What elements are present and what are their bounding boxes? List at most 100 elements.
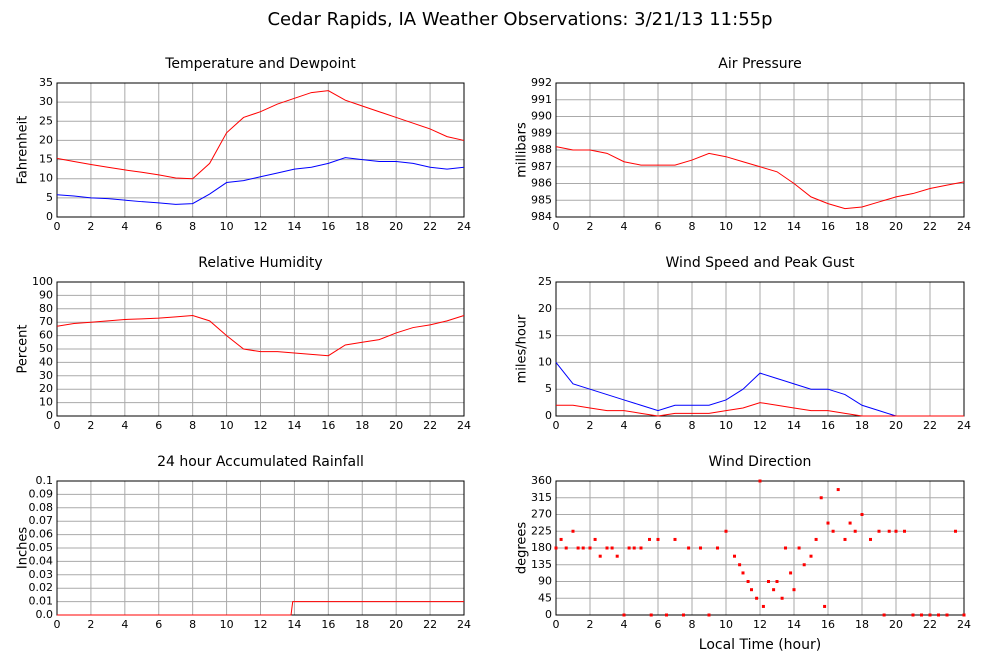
y-axis-label: millibars: [515, 122, 530, 178]
y-tick-label: 135: [531, 558, 552, 571]
y-tick-label: 100: [32, 275, 53, 288]
x-tick-label: 10: [220, 220, 234, 233]
data-point: [945, 613, 949, 617]
y-tick-label: 90: [39, 288, 53, 301]
x-tick-label: 4: [121, 419, 128, 432]
y-tick-label: 988: [531, 143, 552, 156]
data-point: [581, 546, 585, 550]
data-point: [699, 546, 702, 550]
x-tick-label: 20: [889, 419, 903, 432]
x-tick-label: 22: [423, 618, 437, 631]
x-tick-label: 22: [923, 618, 937, 631]
y-axis-label: Inches: [16, 527, 31, 569]
data-point: [831, 529, 835, 533]
x-tick-label: 2: [87, 419, 94, 432]
data-point: [789, 571, 793, 575]
y-tick-label: 270: [531, 508, 552, 521]
y-tick-label: 0.06: [29, 528, 54, 541]
data-point: [755, 596, 759, 600]
x-tick-label: 2: [587, 220, 594, 233]
data-line: [555, 146, 965, 210]
x-tick-label: 8: [189, 618, 196, 631]
data-point: [598, 554, 602, 558]
data-point: [564, 546, 568, 550]
x-tick-label: 24: [957, 618, 971, 631]
data-point: [716, 546, 719, 550]
data-point: [937, 613, 940, 617]
x-tick-label: 2: [87, 220, 94, 233]
x-tick-label: 24: [457, 618, 471, 631]
y-axis-label: Percent: [16, 325, 31, 374]
data-point: [848, 521, 852, 525]
data-point: [920, 613, 923, 617]
x-tick-label: 24: [457, 419, 471, 432]
x-tick-label: 8: [189, 419, 196, 432]
data-point: [707, 613, 711, 617]
data-point: [733, 554, 736, 558]
data-point: [758, 479, 762, 483]
y-tick-label: 0: [545, 608, 552, 621]
data-point: [741, 571, 745, 575]
data-point: [648, 537, 651, 541]
data-point: [775, 580, 779, 583]
data-point: [588, 546, 592, 550]
x-tick-label: 4: [121, 220, 128, 233]
data-point: [882, 613, 886, 617]
data-point: [576, 546, 580, 550]
x-tick-label: 20: [389, 618, 403, 631]
x-tick-label: 16: [821, 618, 835, 631]
x-tick-label: 6: [655, 220, 662, 233]
data-line: [56, 90, 465, 180]
x-tick-label: 10: [719, 419, 733, 432]
x-tick-label: 4: [121, 618, 128, 631]
chart-title: Wind Speed and Peak Gust: [666, 255, 855, 271]
chart-title: Temperature and Dewpoint: [164, 56, 356, 72]
y-tick-label: 0.02: [29, 581, 54, 594]
y-tick-label: 0.04: [29, 554, 54, 567]
data-point: [954, 529, 957, 533]
y-tick-label: 30: [39, 95, 53, 108]
x-tick-label: 22: [923, 419, 937, 432]
x-tick-label: 0: [54, 419, 61, 432]
data-point: [673, 537, 677, 541]
chart-title: Wind Direction: [709, 454, 812, 470]
x-tick-label: 6: [655, 419, 662, 432]
x-tick-label: 12: [753, 220, 767, 233]
y-tick-label: 987: [531, 160, 552, 173]
data-point: [622, 613, 626, 617]
x-tick-label: 0: [54, 618, 61, 631]
y-tick-label: 35: [39, 76, 53, 89]
x-tick-label: 10: [220, 419, 234, 432]
x-tick-label: 16: [321, 618, 335, 631]
y-tick-label: 15: [538, 329, 552, 342]
data-point: [877, 529, 881, 533]
y-tick-label: 20: [538, 302, 552, 315]
x-tick-label: 14: [287, 419, 301, 432]
y-tick-label: 989: [531, 126, 552, 139]
y-tick-label: 80: [39, 302, 53, 315]
y-tick-label: 15: [39, 153, 53, 166]
y-axis-label: miles/hour: [515, 314, 530, 383]
data-point: [627, 546, 631, 550]
y-tick-label: 986: [531, 177, 552, 190]
x-axis-label: Local Time (hour): [699, 637, 821, 653]
y-tick-label: 0.08: [29, 501, 54, 514]
data-point: [814, 537, 818, 541]
x-tick-label: 8: [689, 220, 696, 233]
x-tick-label: 4: [621, 618, 628, 631]
y-tick-label: 360: [531, 474, 552, 487]
y-tick-label: 50: [39, 342, 53, 355]
x-tick-label: 6: [155, 220, 162, 233]
x-tick-label: 4: [621, 220, 628, 233]
y-tick-label: 991: [531, 93, 552, 106]
x-tick-label: 4: [621, 419, 628, 432]
data-point: [860, 513, 864, 516]
data-point: [639, 546, 643, 550]
x-tick-label: 14: [787, 220, 801, 233]
data-line: [57, 601, 464, 616]
data-point: [797, 546, 801, 550]
y-axis-label: degrees: [515, 522, 530, 575]
x-tick-label: 18: [855, 618, 869, 631]
y-tick-label: 225: [531, 524, 552, 537]
x-tick-label: 18: [355, 220, 369, 233]
